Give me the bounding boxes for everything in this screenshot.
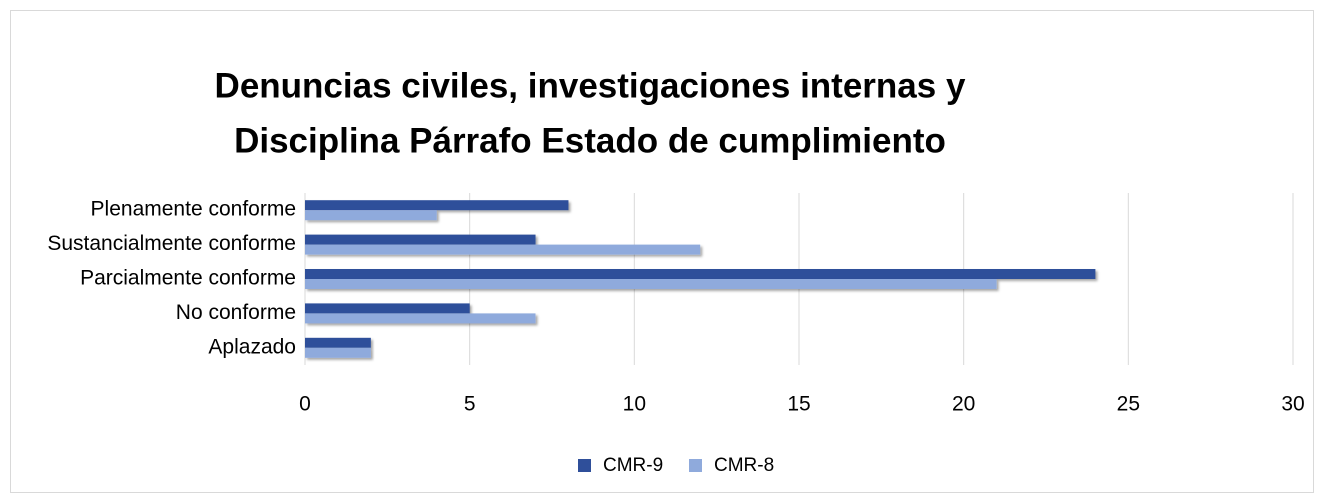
x-tick-label: 15 bbox=[787, 393, 810, 416]
y-tick-label: No conforme bbox=[176, 301, 296, 324]
chart-title: Denuncias civiles, investigaciones inter… bbox=[215, 66, 966, 105]
x-tick-label: 0 bbox=[299, 393, 311, 416]
y-tick-label: Plenamente conforme bbox=[91, 198, 296, 221]
legend-swatch bbox=[578, 459, 591, 472]
y-tick-label: Sustancialmente conforme bbox=[47, 232, 296, 255]
x-tick-label: 20 bbox=[952, 393, 975, 416]
bar bbox=[305, 234, 536, 245]
bar bbox=[305, 279, 997, 289]
y-tick-label: Aplazado bbox=[208, 335, 296, 358]
bar bbox=[305, 303, 470, 314]
bar bbox=[305, 313, 536, 324]
chart-title: Disciplina Párrafo Estado de cumplimient… bbox=[234, 121, 946, 160]
y-tick-label: Parcialmente conforme bbox=[80, 267, 296, 290]
bar bbox=[305, 269, 1096, 279]
legend-swatch bbox=[689, 459, 702, 472]
legend-label: CMR-9 bbox=[603, 455, 663, 476]
x-tick-label: 5 bbox=[464, 393, 476, 416]
bar bbox=[305, 210, 437, 221]
bar bbox=[305, 347, 371, 358]
x-tick-label: 25 bbox=[1117, 393, 1140, 416]
x-tick-label: 30 bbox=[1281, 393, 1304, 416]
bar bbox=[305, 244, 701, 255]
bar bbox=[305, 200, 569, 211]
legend-label: CMR-8 bbox=[714, 455, 774, 476]
x-tick-label: 10 bbox=[623, 393, 646, 416]
bar bbox=[305, 337, 371, 348]
